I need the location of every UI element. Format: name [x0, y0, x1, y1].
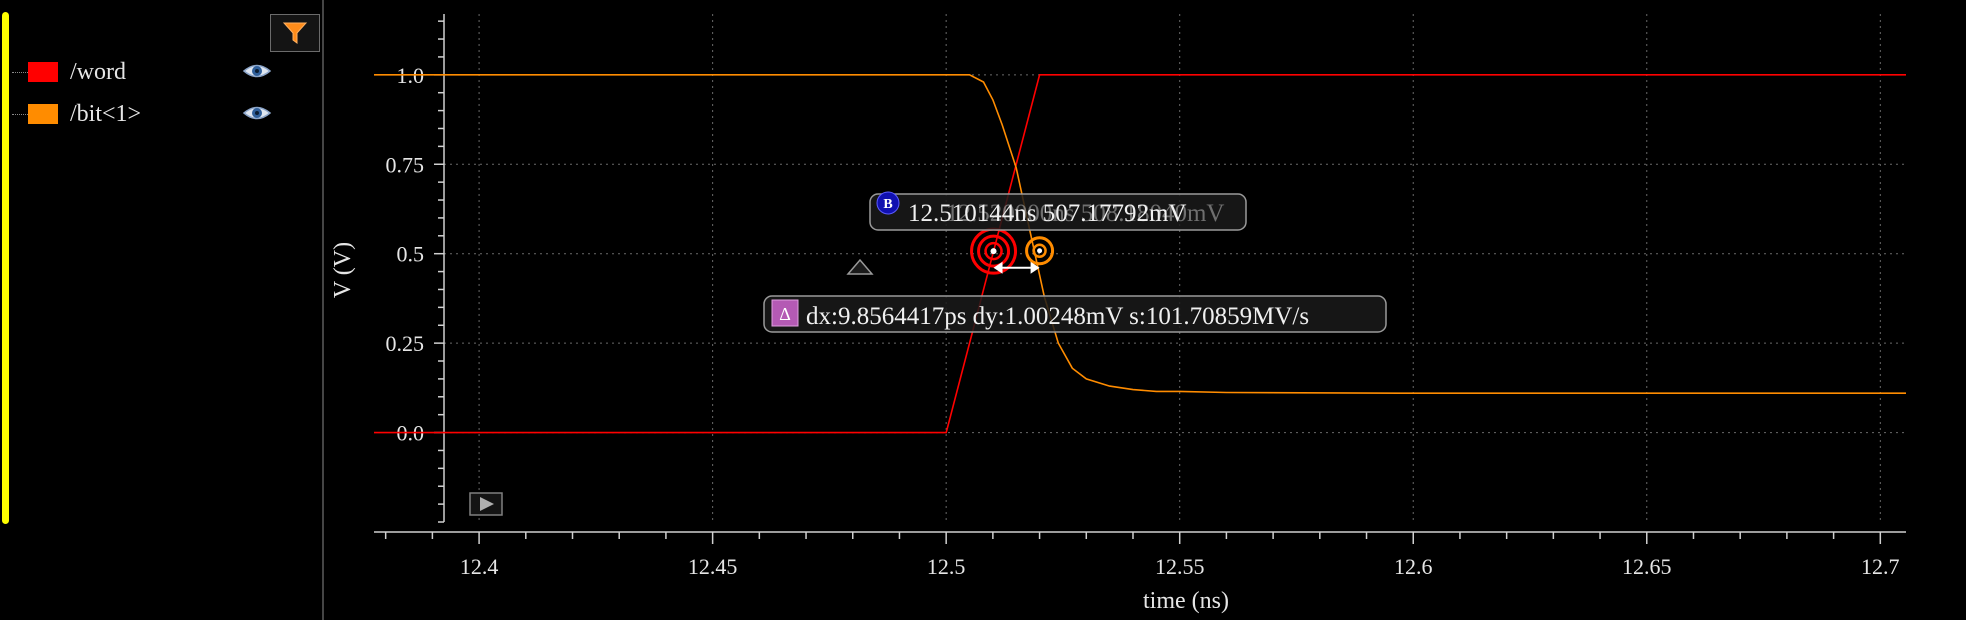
- waveform-chart[interactable]: 1.00.750.50.250.012.4 12.45 12.5 12.55 12.6 1…: [326, 0, 1966, 620]
- x-tick-label: 12.45: [688, 554, 738, 579]
- legend-label: /bit<1>: [70, 101, 142, 127]
- active-plot-marker: [2, 12, 9, 524]
- eye-icon[interactable]: [242, 60, 272, 82]
- marker-ring-inner: [1032, 243, 1047, 259]
- cursor-marker-b[interactable]: [970, 227, 1018, 275]
- legend-connector: [12, 114, 30, 115]
- delta-icon: [771, 299, 799, 327]
- legend-item-word[interactable]: /word: [12, 56, 312, 90]
- marker-b-badge: B: [883, 197, 892, 212]
- grid: [444, 14, 1906, 522]
- marker-b-readout: 12.510144ns 507.17792mV: [908, 200, 1186, 227]
- x-tick-label: 12.5: [927, 554, 966, 579]
- y-axis-label: V (V): [330, 242, 356, 298]
- filter-button[interactable]: [270, 14, 320, 52]
- legend-swatch: [28, 62, 58, 82]
- marker-readout[interactable]: 12.520000ns 508.18040mV B 12.510144ns 50…: [869, 191, 1247, 231]
- x-tick-label: 12.7: [1861, 554, 1900, 579]
- cursor-markers[interactable]: [970, 227, 1055, 275]
- axes: 1.00.750.50.250.012.4 12.45 12.5 12.55 12.6 1…: [374, 14, 1906, 579]
- x-tick-label: 12.65: [1622, 554, 1672, 579]
- series-line-bit1: [374, 74, 1906, 395]
- marker-ring-inner: [984, 241, 1003, 261]
- legend-connector: [12, 72, 30, 73]
- delta-arrow: [993, 261, 1040, 274]
- signal-list-panel: /word /bit<1>: [0, 0, 324, 620]
- cursor-marker-a[interactable]: [1025, 236, 1055, 266]
- y-tick-label: 0.75: [386, 152, 425, 177]
- eye-icon[interactable]: [242, 102, 272, 124]
- delta-readout[interactable]: Δ dx:9.8564417ps dy:1.00248mV s:101.7085…: [763, 258, 1387, 333]
- y-tick-label: 0.25: [386, 331, 425, 356]
- waveform-chart-area[interactable]: 1.0 0.75 0.5 0.25 0.0 12.4 12.45 12.5 12.55 12.6 1…: [326, 0, 1966, 620]
- y-tick-label: 0.5: [397, 242, 425, 267]
- delta-badge: Δ: [779, 304, 791, 324]
- marker-ring-mid: [977, 234, 1011, 268]
- x-tick-label: 12.6: [1394, 554, 1433, 579]
- play-icon: [480, 497, 494, 511]
- play-button[interactable]: [469, 492, 503, 516]
- delta-text: dx:9.8564417ps dy:1.00248mV s:101.70859M…: [806, 303, 1309, 330]
- filter-icon: [282, 22, 308, 44]
- legend-swatch: [28, 104, 58, 124]
- marker-dot: [1037, 248, 1043, 254]
- marker-ring-outer: [1025, 236, 1055, 266]
- marker-b-badge-icon: [876, 191, 900, 215]
- legend-label: /word: [70, 59, 126, 85]
- legend-item-bit1[interactable]: /bit<1>: [12, 98, 312, 132]
- x-axis-label: time (ns): [1143, 588, 1229, 614]
- marker-dot: [990, 248, 997, 255]
- marker-a-readout: 12.520000ns 508.18040mV: [946, 200, 1224, 227]
- x-tick-label: 12.4: [460, 554, 499, 579]
- x-tick-label: 12.55: [1155, 554, 1205, 579]
